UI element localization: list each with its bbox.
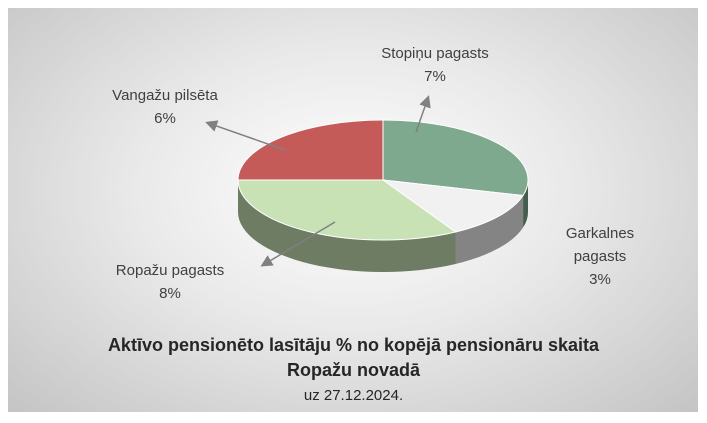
slice-side-shade (238, 180, 456, 272)
data-label: Vangažu pilsēta 6% (90, 84, 240, 130)
leader-line (260, 221, 336, 267)
slice-side (523, 180, 528, 228)
slice (237, 119, 384, 181)
value-label: 3% (589, 271, 611, 288)
leader-lines (205, 95, 431, 267)
slice (382, 119, 529, 197)
data-label: Stopiņu pagasts 7% (350, 42, 520, 88)
pie-sides (238, 180, 528, 272)
slice (381, 179, 524, 233)
category-label: Ropažu pagasts (115, 262, 225, 279)
leader-line (205, 120, 286, 151)
pie-tops (237, 119, 529, 241)
chart-title: Aktīvo pensionēto lasītāju % no kopējā p… (107, 335, 600, 380)
value-label: 7% (424, 68, 446, 85)
slice-side-shade (455, 195, 524, 264)
value-label: 6% (154, 110, 176, 127)
chart-subtitle: uz 27.12.2024. (303, 387, 404, 404)
value-label: 8% (159, 285, 181, 302)
data-label: Ropažu pagasts 8% (95, 259, 245, 305)
category-label: Vangažu pilsēta (112, 87, 218, 104)
data-label: Garkalnes pagasts 3% (555, 222, 645, 291)
slice-side-shade (523, 180, 528, 228)
slice-side (455, 195, 524, 264)
category-label: Stopiņu pagasts (381, 45, 489, 62)
slice (237, 179, 457, 241)
leader-line (415, 95, 431, 133)
slice-side (238, 180, 456, 272)
category-label: Garkalnes pagasts (565, 225, 635, 265)
